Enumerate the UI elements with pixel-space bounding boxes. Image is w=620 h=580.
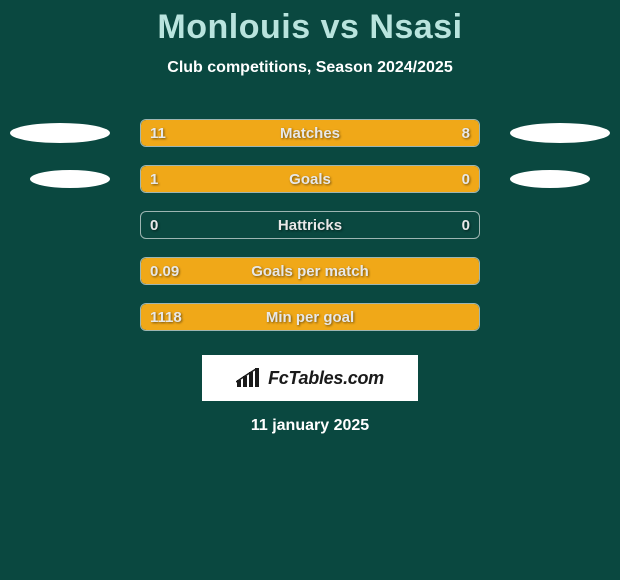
bar-track <box>140 119 480 147</box>
bar-track <box>140 303 480 331</box>
date-label: 11 january 2025 <box>0 417 620 435</box>
stat-bars: 118Matches10Goals00Hattricks0.09Goals pe… <box>0 119 620 331</box>
logo-text: FcTables.com <box>268 368 384 389</box>
bar-track <box>140 165 480 193</box>
stat-value-left: 0 <box>150 211 158 239</box>
bar-fill-right <box>337 120 479 146</box>
stat-row: 10Goals <box>0 165 620 193</box>
bar-fill-left <box>141 304 479 330</box>
page-title: Monlouis vs Nsasi <box>0 8 620 47</box>
stat-value-right: 0 <box>462 165 470 193</box>
player-marker-right <box>510 170 590 188</box>
stat-value-left: 1 <box>150 165 158 193</box>
bar-fill-left <box>141 120 337 146</box>
stat-row: 118Matches <box>0 119 620 147</box>
logo-box[interactable]: FcTables.com <box>202 355 418 401</box>
bar-track <box>140 257 480 285</box>
stat-value-right: 8 <box>462 119 470 147</box>
player-marker-right <box>510 123 610 143</box>
bar-fill-left <box>141 258 479 284</box>
bar-track <box>140 211 480 239</box>
bar-fill-left <box>141 166 401 192</box>
stat-row: 0.09Goals per match <box>0 257 620 285</box>
player-marker-left <box>10 123 110 143</box>
player-marker-left <box>30 170 110 188</box>
stat-value-left: 0.09 <box>150 257 179 285</box>
subtitle: Club competitions, Season 2024/2025 <box>0 59 620 77</box>
stat-value-right: 0 <box>462 211 470 239</box>
stat-row: 1118Min per goal <box>0 303 620 331</box>
barchart-icon <box>236 368 262 388</box>
stat-value-left: 11 <box>150 119 166 147</box>
stat-row: 00Hattricks <box>0 211 620 239</box>
stat-value-left: 1118 <box>150 303 182 331</box>
comparison-card: Monlouis vs Nsasi Club competitions, Sea… <box>0 0 620 435</box>
